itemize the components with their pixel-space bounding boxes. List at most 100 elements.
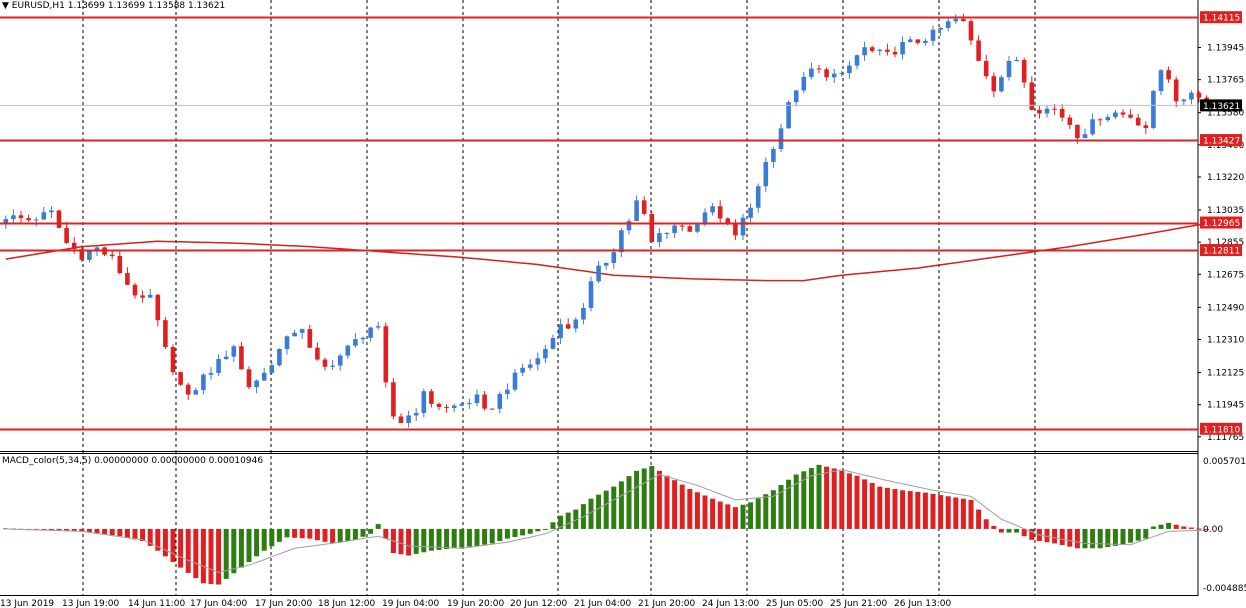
candle (41, 206, 47, 220)
candle-body (1090, 119, 1095, 135)
macd-bar (466, 528, 472, 547)
macd-bar (185, 528, 191, 573)
candle (125, 267, 130, 285)
candle (824, 67, 829, 82)
candle-body (429, 391, 434, 404)
macd-bar (276, 528, 282, 542)
candle (87, 250, 92, 263)
macd-bar (558, 515, 564, 529)
macd-bar (178, 528, 184, 568)
candle-body (938, 27, 943, 30)
candle-body (520, 367, 525, 373)
candle-body (147, 294, 153, 298)
macd-bar (208, 528, 214, 584)
macd-bar (930, 493, 936, 529)
dropdown-triangle-icon[interactable]: ▼ (2, 1, 12, 11)
candle (223, 350, 229, 361)
candle (976, 35, 981, 62)
candle-body (246, 369, 252, 388)
candle-body (444, 406, 449, 409)
candle (801, 71, 807, 94)
macd-bar (322, 528, 328, 542)
price-axis-label: 1.11765 (1207, 433, 1244, 443)
candle (991, 72, 997, 98)
macd-bar (337, 528, 343, 543)
macd-bar (330, 528, 336, 544)
candle (1181, 98, 1187, 106)
candle-body (740, 217, 746, 236)
macd-bar (162, 528, 168, 557)
candle-body (254, 380, 259, 388)
candle (56, 209, 62, 229)
candle (147, 288, 153, 299)
candle-body (1037, 109, 1042, 114)
candle-body (1189, 92, 1194, 100)
candle-body (505, 389, 510, 394)
candle-body (178, 372, 183, 385)
candle-body (1173, 79, 1179, 102)
macd-bar (694, 492, 700, 529)
macd-bar (527, 528, 533, 534)
candle (246, 366, 252, 390)
symbol-header: ▼ EURUSD,H1 1.13699 1.13699 1.13588 1.13… (2, 1, 225, 11)
candle-body (1014, 59, 1019, 62)
macd-bar (618, 481, 624, 529)
candle (1082, 128, 1088, 139)
candle-body (1075, 124, 1080, 139)
candle (717, 200, 723, 225)
macd-bar (474, 528, 480, 546)
candle (1097, 118, 1103, 126)
price-axis-label: 1.13945 (1207, 44, 1244, 54)
candle (1067, 114, 1073, 129)
candle (1014, 56, 1019, 62)
candle-body (983, 60, 989, 77)
macd-bar (56, 528, 62, 531)
candle (459, 401, 465, 407)
time-axis-label: 17 Jun 04:00 (190, 599, 247, 608)
candle-body (839, 73, 845, 75)
macd-bar (808, 468, 814, 529)
candle-body (611, 252, 617, 263)
candle (398, 413, 404, 424)
candle-body (489, 408, 495, 410)
candle-body (915, 39, 921, 43)
candle (163, 317, 168, 349)
candle (816, 64, 822, 74)
candle-body (163, 320, 168, 348)
macd-bar (1112, 528, 1118, 546)
candle-body (877, 49, 883, 51)
time-axis-label: 13 Jun 2019 (0, 599, 54, 608)
candle-body (231, 346, 237, 357)
time-axis-label: 17 Jun 20:00 (255, 599, 312, 608)
candle (353, 333, 358, 348)
candle-body (185, 384, 191, 395)
macd-bar (770, 490, 776, 529)
candle-body (733, 223, 738, 236)
macd-bar (877, 486, 883, 529)
macd-bar (1044, 528, 1050, 543)
candle-body (474, 394, 480, 404)
candle (201, 373, 206, 395)
candle-body (626, 220, 632, 231)
candle-body (588, 281, 594, 308)
candle (672, 223, 677, 238)
candle-body (854, 55, 860, 66)
candle-body (535, 358, 541, 365)
candle (892, 46, 898, 58)
candle-body (778, 128, 784, 149)
price-axis-label: 1.12310 (1207, 336, 1244, 346)
candle (945, 17, 951, 32)
macd-bar (1006, 528, 1012, 533)
candle-body (657, 233, 662, 242)
macd-bar (1021, 528, 1027, 537)
macd-bar (953, 497, 959, 529)
candle-body (892, 51, 898, 55)
macd-bar (1014, 528, 1020, 533)
candle-body (687, 226, 693, 232)
candles (3, 13, 1209, 428)
macd-bar (406, 528, 412, 556)
macd-bar (352, 528, 358, 540)
candle (1120, 109, 1126, 118)
